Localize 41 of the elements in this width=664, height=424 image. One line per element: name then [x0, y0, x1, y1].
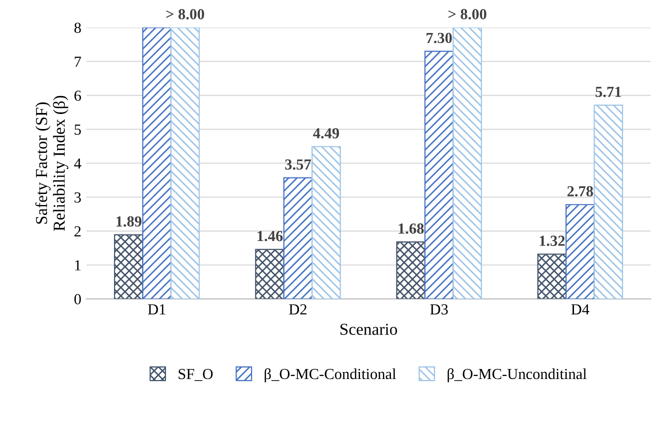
y-axis-title: Safety Factor (SF) Reliability Index (β) — [35, 96, 68, 231]
legend-label: β_O-MC-Unconditinal — [448, 368, 587, 382]
bar — [594, 104, 624, 299]
y-tick-label: 7 — [74, 56, 82, 67]
data-label: 3.57 — [285, 159, 311, 170]
data-label: 4.49 — [313, 128, 340, 138]
data-label: 1.89 — [116, 216, 142, 227]
bar — [396, 241, 426, 299]
x-tick-label: D1 — [148, 304, 166, 314]
x-axis-title: Scenario — [340, 324, 398, 335]
legend-label: β_O-MC-Conditional — [264, 368, 396, 382]
legend-label: SF_O — [178, 368, 213, 381]
bar — [170, 28, 200, 299]
x-tick-label: D2 — [289, 304, 306, 314]
y-tick-label: 0 — [74, 294, 81, 304]
bar — [114, 234, 144, 299]
x-tick-label: D3 — [430, 304, 448, 315]
data-label: 7.30 — [426, 32, 452, 44]
bar — [255, 248, 284, 299]
data-label: 1.32 — [540, 236, 565, 246]
y-tick-label: 3 — [74, 192, 81, 203]
bar — [142, 28, 172, 299]
x-tick-label: D4 — [571, 304, 590, 314]
data-label: 5.71 — [596, 86, 621, 98]
bar — [452, 28, 482, 299]
y-tick-label: 1 — [75, 260, 81, 270]
bar — [312, 146, 341, 299]
data-label: 2.78 — [567, 186, 594, 196]
data-label: 1.46 — [258, 230, 283, 242]
bar — [537, 254, 567, 299]
y-tick-label: 8 — [74, 22, 81, 34]
data-label: > 8.00 — [166, 9, 204, 20]
bar — [283, 177, 313, 299]
y-tick-label: 5 — [74, 124, 81, 135]
y-tick-label: 4 — [74, 158, 82, 169]
data-label: 1.68 — [398, 223, 424, 234]
bar — [566, 204, 595, 299]
y-tick-label: 2 — [74, 226, 81, 236]
data-label: > 8.00 — [448, 9, 486, 20]
bar — [424, 50, 454, 299]
y-tick-label: 6 — [74, 90, 82, 101]
